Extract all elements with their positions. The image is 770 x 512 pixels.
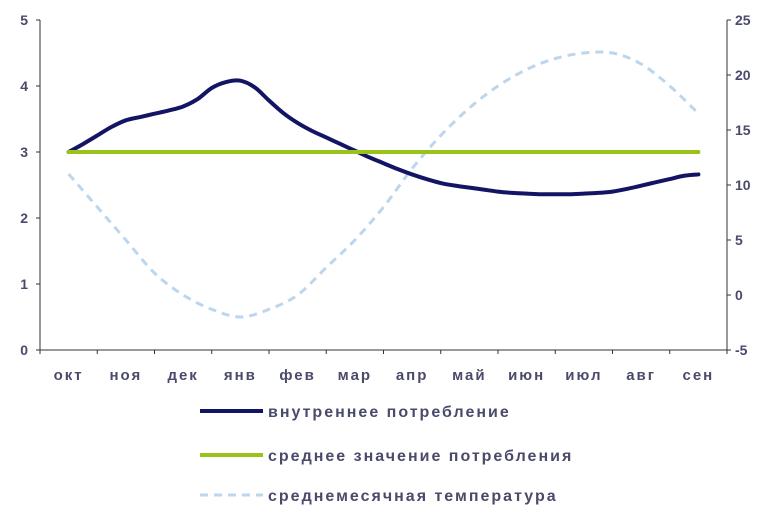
right-tick-label: -5 xyxy=(735,342,748,358)
right-axis-ticks: -5 0 5 10 15 20 25 xyxy=(727,12,751,358)
right-tick-label: 20 xyxy=(735,67,751,83)
x-tick-label: мар xyxy=(338,367,372,384)
x-tick-label: авг xyxy=(626,367,656,384)
right-tick-label: 5 xyxy=(735,232,743,248)
left-tick-label: 5 xyxy=(20,12,28,28)
chart-axes xyxy=(39,20,728,351)
x-tick-label: июн xyxy=(508,367,545,384)
left-tick-label: 1 xyxy=(20,276,28,292)
x-tick-label: июл xyxy=(565,367,602,384)
x-tick-label: дек xyxy=(167,367,198,384)
left-tick-label: 4 xyxy=(20,78,28,94)
temperature-line xyxy=(67,50,700,319)
x-tick-label: апр xyxy=(396,367,429,384)
x-tick-label: сен xyxy=(683,367,715,384)
x-tick-label: фев xyxy=(279,367,316,384)
left-tick-label: 2 xyxy=(20,210,28,226)
left-tick-label: 3 xyxy=(20,144,28,160)
left-axis-ticks: 0 1 2 3 4 5 xyxy=(20,12,40,358)
right-tick-label: 10 xyxy=(735,177,751,193)
x-axis-ticks: окт ноя дек янв фев мар апр май июн июл авг сен xyxy=(39,350,728,384)
consumption-line xyxy=(66,78,701,197)
legend-temperature-label: среднемесячная температура xyxy=(268,488,558,505)
left-tick-label: 0 xyxy=(20,342,28,358)
chart-series xyxy=(66,50,701,319)
x-tick-label: ноя xyxy=(109,367,142,384)
x-tick-label: май xyxy=(452,367,486,384)
legend-consumption-label: внутреннее потребление xyxy=(268,404,511,421)
right-tick-label: 15 xyxy=(735,122,751,138)
right-tick-label: 25 xyxy=(735,12,751,28)
x-tick-label: окт xyxy=(54,367,84,384)
x-tick-label: янв xyxy=(224,367,257,384)
legend-average-label: среднее значение потребления xyxy=(268,448,573,465)
chart-legend: внутреннее потребление среднее значение п… xyxy=(200,404,573,505)
right-tick-label: 0 xyxy=(735,287,743,303)
